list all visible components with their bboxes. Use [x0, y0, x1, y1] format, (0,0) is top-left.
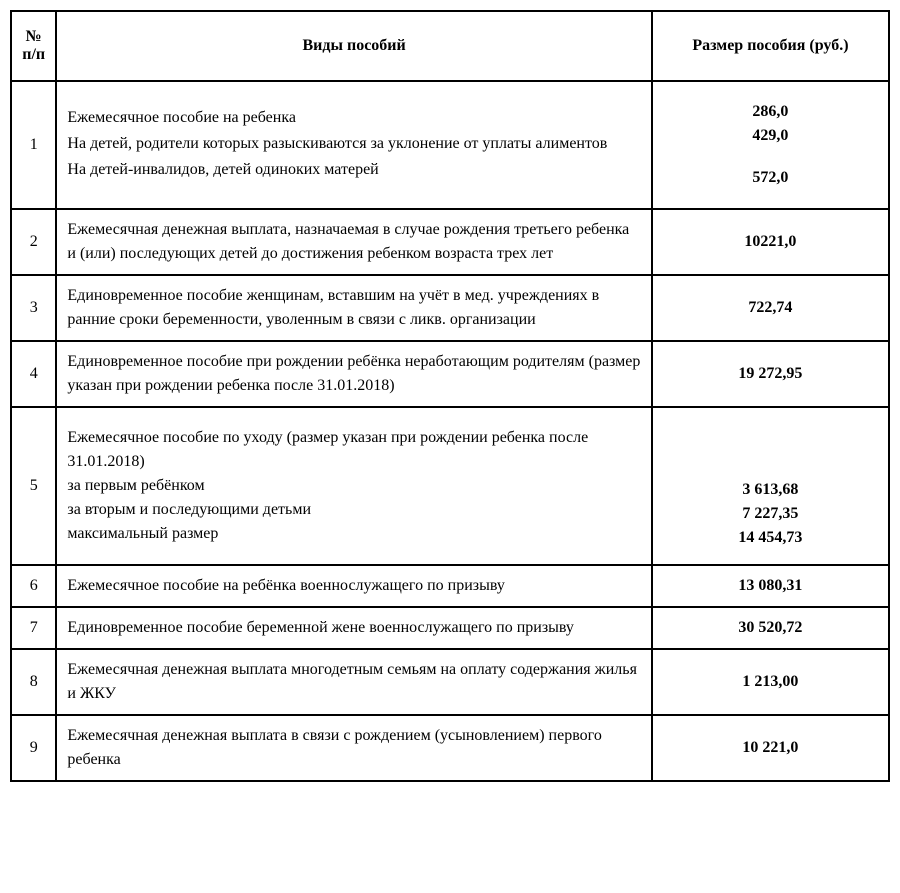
table-row: 6 Ежемесячное пособие на ребёнка военнос… [11, 565, 889, 607]
row-desc: Ежемесячная денежная выплата, назначаема… [56, 209, 651, 275]
desc-line: На детей, родители которых разыскиваются… [67, 132, 640, 156]
row-desc: Ежемесячное пособие по уходу (размер ука… [56, 407, 651, 565]
desc-line: Ежемесячная денежная выплата многодетным… [67, 658, 640, 706]
amount-line: 1 213,00 [663, 670, 878, 694]
row-num: 2 [11, 209, 56, 275]
table-row: 1 Ежемесячное пособие на ребенка На дете… [11, 81, 889, 209]
row-num: 7 [11, 607, 56, 649]
row-num: 5 [11, 407, 56, 565]
row-amount: 286,0 429,0 572,0 [652, 81, 889, 209]
table-body: 1 Ежемесячное пособие на ребенка На дете… [11, 81, 889, 781]
row-desc: Единовременное пособие женщинам, вставши… [56, 275, 651, 341]
row-desc: Единовременное пособие при рождении ребё… [56, 341, 651, 407]
row-desc: Ежемесячная денежная выплата многодетным… [56, 649, 651, 715]
table-row: 3 Единовременное пособие женщинам, встав… [11, 275, 889, 341]
amount-line: 10 221,0 [663, 736, 878, 760]
amount-line: 19 272,95 [663, 362, 878, 386]
table-row: 2 Ежемесячная денежная выплата, назначае… [11, 209, 889, 275]
amount-line: 572,0 [663, 166, 878, 190]
amount-line: 7 227,35 [663, 502, 878, 526]
desc-line: Ежемесячное пособие на ребенка [67, 106, 640, 130]
table-row: 5 Ежемесячное пособие по уходу (размер у… [11, 407, 889, 565]
row-desc: Ежемесячное пособие на ребенка На детей,… [56, 81, 651, 209]
amount-line: 13 080,31 [663, 574, 878, 598]
amount-line: 722,74 [663, 296, 878, 320]
desc-line: Единовременное пособие беременной жене в… [67, 616, 640, 640]
row-amount: 19 272,95 [652, 341, 889, 407]
row-amount: 722,74 [652, 275, 889, 341]
desc-line: Ежемесячное пособие по уходу (размер ука… [67, 426, 640, 474]
table-row: 8 Ежемесячная денежная выплата многодетн… [11, 649, 889, 715]
table-row: 4 Единовременное пособие при рождении ре… [11, 341, 889, 407]
row-desc: Единовременное пособие беременной жене в… [56, 607, 651, 649]
row-amount: 30 520,72 [652, 607, 889, 649]
row-num: 9 [11, 715, 56, 781]
header-desc: Виды пособий [56, 11, 651, 81]
row-amount: 1 213,00 [652, 649, 889, 715]
row-num: 1 [11, 81, 56, 209]
desc-line: максимальный размер [67, 522, 640, 546]
benefits-table: № п/п Виды пособий Размер пособия (руб.)… [10, 10, 890, 782]
desc-line: Ежемесячное пособие на ребёнка военнослу… [67, 574, 640, 598]
header-row: № п/п Виды пособий Размер пособия (руб.) [11, 11, 889, 81]
desc-line: На детей-инвалидов, детей одиноких матер… [67, 158, 640, 182]
desc-line: Ежемесячная денежная выплата, назначаема… [67, 218, 640, 266]
row-num: 6 [11, 565, 56, 607]
row-amount: 10 221,0 [652, 715, 889, 781]
amount-line: 429,0 [663, 124, 878, 148]
desc-line: Единовременное пособие при рождении ребё… [67, 350, 640, 398]
table-row: 7 Единовременное пособие беременной жене… [11, 607, 889, 649]
row-amount: 10221,0 [652, 209, 889, 275]
desc-line: за первым ребёнком [67, 474, 640, 498]
row-amount: 13 080,31 [652, 565, 889, 607]
row-desc: Ежемесячная денежная выплата в связи с р… [56, 715, 651, 781]
header-amount: Размер пособия (руб.) [652, 11, 889, 81]
desc-line: Единовременное пособие женщинам, вставши… [67, 284, 640, 332]
amount-line: 30 520,72 [663, 616, 878, 640]
desc-line: Ежемесячная денежная выплата в связи с р… [67, 724, 640, 772]
row-amount: 3 613,68 7 227,35 14 454,73 [652, 407, 889, 565]
header-num: № п/п [11, 11, 56, 81]
desc-line: за вторым и последующими детьми [67, 498, 640, 522]
row-num: 8 [11, 649, 56, 715]
row-num: 3 [11, 275, 56, 341]
amount-line: 14 454,73 [663, 526, 878, 550]
amount-line: 286,0 [663, 100, 878, 124]
row-num: 4 [11, 341, 56, 407]
amount-line: 10221,0 [663, 230, 878, 254]
row-desc: Ежемесячное пособие на ребёнка военнослу… [56, 565, 651, 607]
table-row: 9 Ежемесячная денежная выплата в связи с… [11, 715, 889, 781]
amount-line: 3 613,68 [663, 478, 878, 502]
